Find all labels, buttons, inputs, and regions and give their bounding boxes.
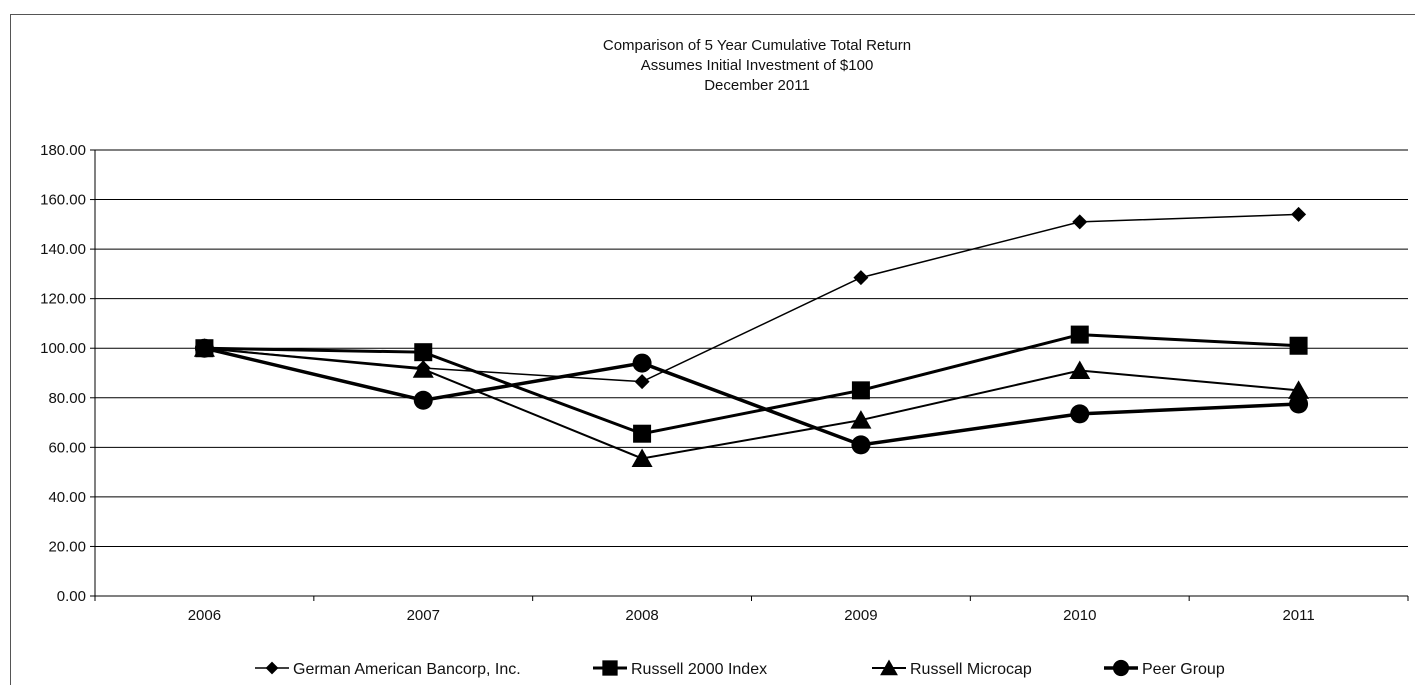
data-point — [1072, 214, 1088, 230]
legend-marker — [1112, 659, 1130, 677]
y-tick-label: 180.00 — [40, 142, 86, 159]
data-point — [1069, 360, 1091, 380]
legend-item: German American Bancorp, Inc. — [255, 661, 521, 678]
data-point — [1289, 394, 1309, 414]
x-tick-label: 2010 — [1063, 607, 1096, 624]
chart-subtitle-line: Assumes Initial Investment of $100 — [641, 57, 874, 74]
data-point — [194, 338, 214, 358]
legend-marker — [265, 661, 279, 675]
series-line — [204, 346, 1299, 447]
y-tick-label: 140.00 — [40, 241, 86, 258]
y-tick-label: 20.00 — [48, 538, 86, 555]
x-tick-label: 2006 — [188, 607, 221, 624]
y-tick-label: 0.00 — [57, 588, 86, 605]
y-tick-label: 40.00 — [48, 489, 86, 506]
y-tick-label: 100.00 — [40, 340, 86, 357]
data-point — [1291, 206, 1307, 222]
data-point — [634, 374, 650, 390]
y-tick-label: 80.00 — [48, 390, 86, 407]
data-point — [412, 359, 434, 378]
data-point — [631, 448, 653, 467]
legend: German American Bancorp, Inc. Russell 200… — [255, 659, 1225, 678]
chart-date-line: December 2011 — [704, 77, 810, 94]
series-line — [204, 347, 1299, 460]
data-point — [413, 390, 433, 410]
data-point — [414, 343, 433, 362]
data-point — [633, 424, 652, 443]
legend-label: Russell Microcap — [910, 661, 1032, 678]
data-point — [1070, 325, 1089, 344]
series-lines — [193, 206, 1310, 467]
chart-title-line: Comparison of 5 Year Cumulative Total Re… — [603, 37, 911, 54]
x-tick-label: 2008 — [625, 607, 658, 624]
data-point — [1070, 404, 1090, 424]
data-point — [1289, 336, 1308, 355]
series-line — [204, 213, 1299, 383]
x-tick-label: 2009 — [844, 607, 877, 624]
data-point — [1288, 380, 1310, 399]
data-point — [850, 410, 872, 429]
data-point — [632, 353, 652, 373]
y-tick-label: 120.00 — [40, 291, 86, 308]
axes: 0.00 20.00 40.00 60.00 80.00 100.00 120.00 140.… — [40, 142, 1409, 624]
legend-item: Russell 2000 Index — [593, 660, 767, 678]
y-tick-label: 160.00 — [40, 192, 86, 209]
x-tick-label: 2007 — [407, 607, 440, 624]
x-tick-label: 2011 — [1282, 607, 1314, 624]
series-0 — [196, 206, 1307, 390]
data-point — [851, 435, 871, 455]
legend-label: Peer Group — [1142, 661, 1225, 678]
legend-item: Peer Group — [1104, 659, 1225, 678]
legend-label: Russell 2000 Index — [631, 661, 767, 678]
y-tick-label: 60.00 — [48, 439, 86, 456]
legend-marker — [602, 660, 618, 676]
series-3 — [194, 338, 1309, 455]
legend-item: Russell Microcap — [872, 659, 1032, 678]
legend-marker — [880, 659, 898, 676]
chart-title: Comparison of 5 Year Cumulative Total Re… — [603, 37, 911, 94]
data-point — [851, 381, 870, 400]
data-point — [853, 270, 869, 286]
series-line — [204, 333, 1299, 436]
legend-label: German American Bancorp, Inc. — [293, 661, 521, 678]
chart-frame — [10, 14, 1415, 685]
